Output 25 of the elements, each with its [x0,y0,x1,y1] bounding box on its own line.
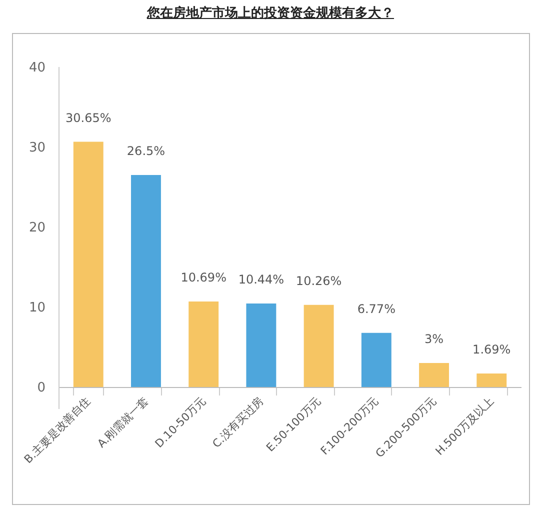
y-tick-label: 10 [28,300,46,316]
data-label: 10.44% [238,272,284,286]
bar [188,301,219,387]
bar [476,373,507,387]
data-label: 6.77% [357,302,396,316]
y-tick-label: 30 [28,140,46,156]
data-label: 10.69% [180,270,226,284]
y-tick-label: 0 [37,380,46,396]
x-tick-label: C.没有买过房 [210,394,266,451]
bar [419,363,449,387]
data-label: 10.26% [296,274,342,288]
bar [246,303,276,387]
bar [304,304,334,387]
y-tick-label: 40 [28,60,46,76]
bar [131,175,161,387]
data-label: 26.5% [126,144,166,158]
data-label: 3% [424,332,444,346]
chart-title: 您在房地产市场上的投资资金规模有多大？ [146,4,395,22]
data-label: 1.69% [472,342,511,356]
x-tick-label: B.主要是改善自住 [22,394,94,466]
bar [361,332,392,387]
y-tick-label: 20 [28,220,46,236]
data-label: 30.65% [65,110,112,125]
bar [73,142,104,387]
x-tick-label: A.刚需就一套 [94,394,151,450]
